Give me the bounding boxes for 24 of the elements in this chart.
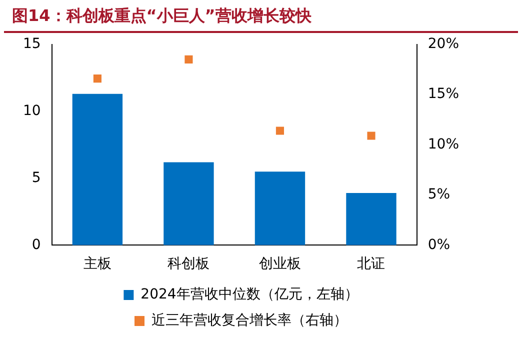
point [276,126,284,135]
y2-tick-label: 0% [428,236,450,253]
bar [254,172,306,246]
point [184,55,193,64]
x-tick-label: 创业板 [258,256,301,272]
point [93,74,102,83]
y2-tick-label: 5% [428,186,450,203]
bar [164,162,214,246]
point [367,132,376,140]
y2-tick-label: 10% [428,136,460,152]
x-tick-label: 北证 [357,256,386,272]
y2-tick-label: 15% [428,86,460,102]
bar [346,192,396,246]
legend-label: 近三年营收复合增长率（右轴） [152,312,348,329]
y-tick-label: 0 [32,236,41,253]
y-tick-label: 15 [22,36,41,52]
y-tick-label: 10 [22,102,41,119]
y2-tick-label: 20% [428,36,460,52]
chart-title: 图14：科创板重点“小巨人”营收增长较快 [4,0,518,33]
legend-label: 2024年营收中位数（亿元，左轴） [140,286,358,303]
bar [72,94,123,246]
x-tick-label: 主板 [83,256,112,272]
x-tick-label: 科创板 [168,256,210,272]
y-tick-label: 5 [32,170,41,186]
